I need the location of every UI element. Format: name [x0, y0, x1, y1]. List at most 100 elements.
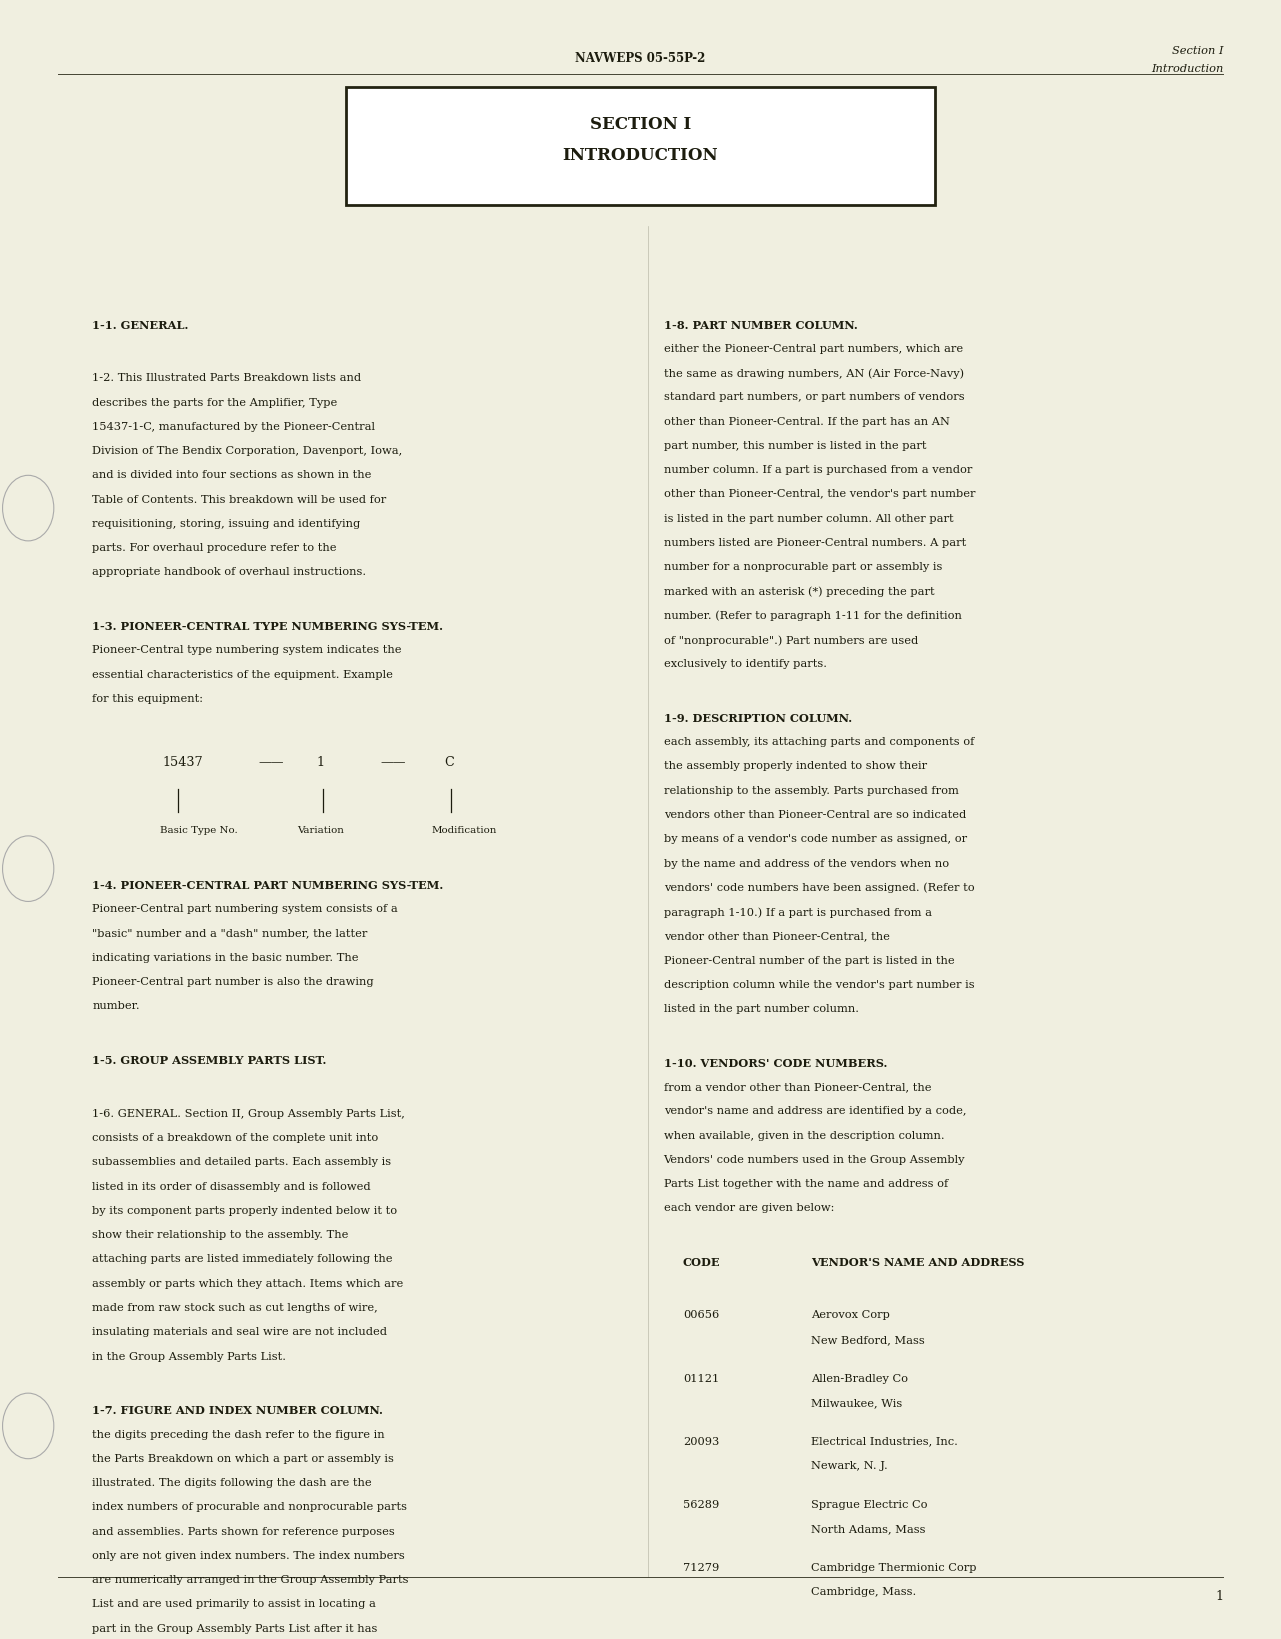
Text: for this equipment:: for this equipment: — [92, 693, 204, 705]
Text: made from raw stock such as cut lengths of wire,: made from raw stock such as cut lengths … — [92, 1303, 378, 1313]
Text: List and are used primarily to assist in locating a: List and are used primarily to assist in… — [92, 1600, 377, 1609]
Text: 56289: 56289 — [683, 1500, 719, 1510]
Text: Pioneer-Central part number is also the drawing: Pioneer-Central part number is also the … — [92, 977, 374, 987]
Text: 00656: 00656 — [683, 1311, 719, 1321]
Text: by its component parts properly indented below it to: by its component parts properly indented… — [92, 1206, 397, 1216]
Text: description column while the vendor's part number is: description column while the vendor's pa… — [664, 980, 974, 990]
Text: appropriate handbook of overhaul instructions.: appropriate handbook of overhaul instruc… — [92, 567, 366, 577]
Text: other than Pioneer-Central. If the part has an AN: other than Pioneer-Central. If the part … — [664, 416, 949, 426]
Text: each vendor are given below:: each vendor are given below: — [664, 1203, 834, 1213]
Text: vendors' code numbers have been assigned. (Refer to: vendors' code numbers have been assigned… — [664, 883, 974, 893]
Text: other than Pioneer-Central, the vendor's part number: other than Pioneer-Central, the vendor's… — [664, 490, 975, 500]
Text: VENDOR'S NAME AND ADDRESS: VENDOR'S NAME AND ADDRESS — [811, 1257, 1025, 1269]
Text: 20093: 20093 — [683, 1437, 719, 1447]
Text: 71279: 71279 — [683, 1562, 719, 1573]
Text: "basic" number and a "dash" number, the latter: "basic" number and a "dash" number, the … — [92, 929, 368, 939]
Text: insulating materials and seal wire are not included: insulating materials and seal wire are n… — [92, 1328, 387, 1337]
Text: Parts List together with the name and address of: Parts List together with the name and ad… — [664, 1178, 948, 1190]
Text: assembly or parts which they attach. Items which are: assembly or parts which they attach. Ite… — [92, 1278, 404, 1288]
Text: the Parts Breakdown on which a part or assembly is: the Parts Breakdown on which a part or a… — [92, 1454, 395, 1464]
Text: listed in its order of disassembly and is followed: listed in its order of disassembly and i… — [92, 1182, 371, 1192]
Text: indicating variations in the basic number. The: indicating variations in the basic numbe… — [92, 952, 359, 964]
Text: CODE: CODE — [683, 1257, 720, 1269]
Text: essential characteristics of the equipment. Example: essential characteristics of the equipme… — [92, 670, 393, 680]
Text: INTRODUCTION: INTRODUCTION — [562, 148, 719, 164]
Text: 1-8. PART NUMBER COLUMN.: 1-8. PART NUMBER COLUMN. — [664, 320, 861, 331]
Text: is listed in the part number column. All other part: is listed in the part number column. All… — [664, 513, 953, 524]
Text: listed in the part number column.: listed in the part number column. — [664, 1005, 858, 1015]
Text: 1-1. GENERAL.: 1-1. GENERAL. — [92, 320, 188, 331]
Text: of "nonprocurable".) Part numbers are used: of "nonprocurable".) Part numbers are us… — [664, 634, 917, 646]
Text: ——: —— — [259, 756, 284, 769]
Text: Vendors' code numbers used in the Group Assembly: Vendors' code numbers used in the Group … — [664, 1155, 965, 1165]
Text: are numerically arranged in the Group Assembly Parts: are numerically arranged in the Group As… — [92, 1575, 409, 1585]
Text: Variation: Variation — [297, 826, 345, 836]
Text: Electrical Industries, Inc.: Electrical Industries, Inc. — [811, 1437, 958, 1447]
Text: Cambridge, Mass.: Cambridge, Mass. — [811, 1587, 916, 1596]
Text: requisitioning, storing, issuing and identifying: requisitioning, storing, issuing and ide… — [92, 520, 360, 529]
Circle shape — [3, 836, 54, 901]
Text: either the Pioneer-Central part numbers, which are: either the Pioneer-Central part numbers,… — [664, 344, 963, 354]
Text: number column. If a part is purchased from a vendor: number column. If a part is purchased fr… — [664, 465, 972, 475]
Text: the same as drawing numbers, AN (Air Force-Navy): the same as drawing numbers, AN (Air For… — [664, 369, 963, 379]
Text: Division of The Bendix Corporation, Davenport, Iowa,: Division of The Bendix Corporation, Dave… — [92, 446, 402, 456]
Text: New Bedford, Mass: New Bedford, Mass — [811, 1334, 925, 1344]
Text: number.: number. — [92, 1001, 140, 1011]
Text: part in the Group Assembly Parts List after it has: part in the Group Assembly Parts List af… — [92, 1624, 378, 1634]
Text: Allen-Bradley Co: Allen-Bradley Co — [811, 1373, 908, 1383]
Text: NAVWEPS 05-55P-2: NAVWEPS 05-55P-2 — [575, 52, 706, 66]
Text: Basic Type No.: Basic Type No. — [160, 826, 238, 836]
Text: Cambridge Thermionic Corp: Cambridge Thermionic Corp — [811, 1562, 976, 1573]
Text: illustrated. The digits following the dash are the: illustrated. The digits following the da… — [92, 1478, 371, 1488]
Text: SECTION I: SECTION I — [589, 116, 692, 133]
Text: standard part numbers, or part numbers of vendors: standard part numbers, or part numbers o… — [664, 392, 965, 403]
Text: number. (Refer to paragraph 1-11 for the definition: number. (Refer to paragraph 1-11 for the… — [664, 611, 962, 621]
Circle shape — [3, 475, 54, 541]
Text: 15437: 15437 — [163, 756, 204, 769]
Text: the digits preceding the dash refer to the figure in: the digits preceding the dash refer to t… — [92, 1429, 384, 1439]
Text: consists of a breakdown of the complete unit into: consists of a breakdown of the complete … — [92, 1133, 378, 1144]
Text: parts. For overhaul procedure refer to the: parts. For overhaul procedure refer to t… — [92, 543, 337, 554]
Text: North Adams, Mass: North Adams, Mass — [811, 1524, 925, 1534]
Text: by means of a vendor's code number as assigned, or: by means of a vendor's code number as as… — [664, 834, 967, 844]
Text: Table of Contents. This breakdown will be used for: Table of Contents. This breakdown will b… — [92, 495, 387, 505]
Text: describes the parts for the Amplifier, Type: describes the parts for the Amplifier, T… — [92, 398, 337, 408]
Text: C: C — [445, 756, 455, 769]
Circle shape — [3, 1393, 54, 1459]
Text: numbers listed are Pioneer-Central numbers. A part: numbers listed are Pioneer-Central numbe… — [664, 538, 966, 547]
Text: 15437-1-C, manufactured by the Pioneer-Central: 15437-1-C, manufactured by the Pioneer-C… — [92, 421, 375, 433]
Text: 1-6. GENERAL. Section II, Group Assembly Parts List,: 1-6. GENERAL. Section II, Group Assembly… — [92, 1110, 405, 1119]
Text: 1-2. This Illustrated Parts Breakdown lists and: 1-2. This Illustrated Parts Breakdown li… — [92, 374, 361, 384]
Text: by the name and address of the vendors when no: by the name and address of the vendors w… — [664, 859, 949, 869]
Text: 1-10. VENDORS' CODE NUMBERS.: 1-10. VENDORS' CODE NUMBERS. — [664, 1057, 890, 1069]
Text: ——: —— — [380, 756, 406, 769]
Text: paragraph 1-10.) If a part is purchased from a: paragraph 1-10.) If a part is purchased … — [664, 906, 931, 918]
Text: part number, this number is listed in the part: part number, this number is listed in th… — [664, 441, 926, 451]
Text: marked with an asterisk (*) preceding the part: marked with an asterisk (*) preceding th… — [664, 587, 934, 597]
Text: in the Group Assembly Parts List.: in the Group Assembly Parts List. — [92, 1352, 286, 1362]
Text: 1: 1 — [1216, 1590, 1223, 1603]
Text: from a vendor other than Pioneer-Central, the: from a vendor other than Pioneer-Central… — [664, 1082, 931, 1092]
Text: only are not given index numbers. The index numbers: only are not given index numbers. The in… — [92, 1550, 405, 1560]
Text: Pioneer-Central type numbering system indicates the: Pioneer-Central type numbering system in… — [92, 646, 402, 656]
Text: 01121: 01121 — [683, 1373, 719, 1383]
Text: Newark, N. J.: Newark, N. J. — [811, 1460, 888, 1470]
Text: vendor other than Pioneer-Central, the: vendor other than Pioneer-Central, the — [664, 931, 889, 941]
Text: Pioneer-Central part numbering system consists of a: Pioneer-Central part numbering system co… — [92, 905, 398, 915]
Text: the assembly properly indented to show their: the assembly properly indented to show t… — [664, 762, 926, 772]
Text: vendor's name and address are identified by a code,: vendor's name and address are identified… — [664, 1106, 966, 1116]
Text: attaching parts are listed immediately following the: attaching parts are listed immediately f… — [92, 1254, 393, 1265]
Text: Modification: Modification — [432, 826, 497, 836]
Text: Milwaukee, Wis: Milwaukee, Wis — [811, 1398, 902, 1408]
Text: Sprague Electric Co: Sprague Electric Co — [811, 1500, 927, 1510]
Text: number for a nonprocurable part or assembly is: number for a nonprocurable part or assem… — [664, 562, 942, 572]
Text: 1-7. FIGURE AND INDEX NUMBER COLUMN.: 1-7. FIGURE AND INDEX NUMBER COLUMN. — [92, 1405, 387, 1416]
Text: vendors other than Pioneer-Central are so indicated: vendors other than Pioneer-Central are s… — [664, 810, 966, 820]
Text: 1-3. PIONEER-CENTRAL TYPE NUMBERING SYS-TEM.: 1-3. PIONEER-CENTRAL TYPE NUMBERING SYS-… — [92, 621, 447, 633]
Text: index numbers of procurable and nonprocurable parts: index numbers of procurable and nonprocu… — [92, 1503, 407, 1513]
Text: Section I: Section I — [1172, 46, 1223, 56]
Text: show their relationship to the assembly. The: show their relationship to the assembly.… — [92, 1231, 348, 1241]
Text: Aerovox Corp: Aerovox Corp — [811, 1311, 890, 1321]
Text: each assembly, its attaching parts and components of: each assembly, its attaching parts and c… — [664, 738, 974, 747]
Text: and is divided into four sections as shown in the: and is divided into four sections as sho… — [92, 470, 371, 480]
